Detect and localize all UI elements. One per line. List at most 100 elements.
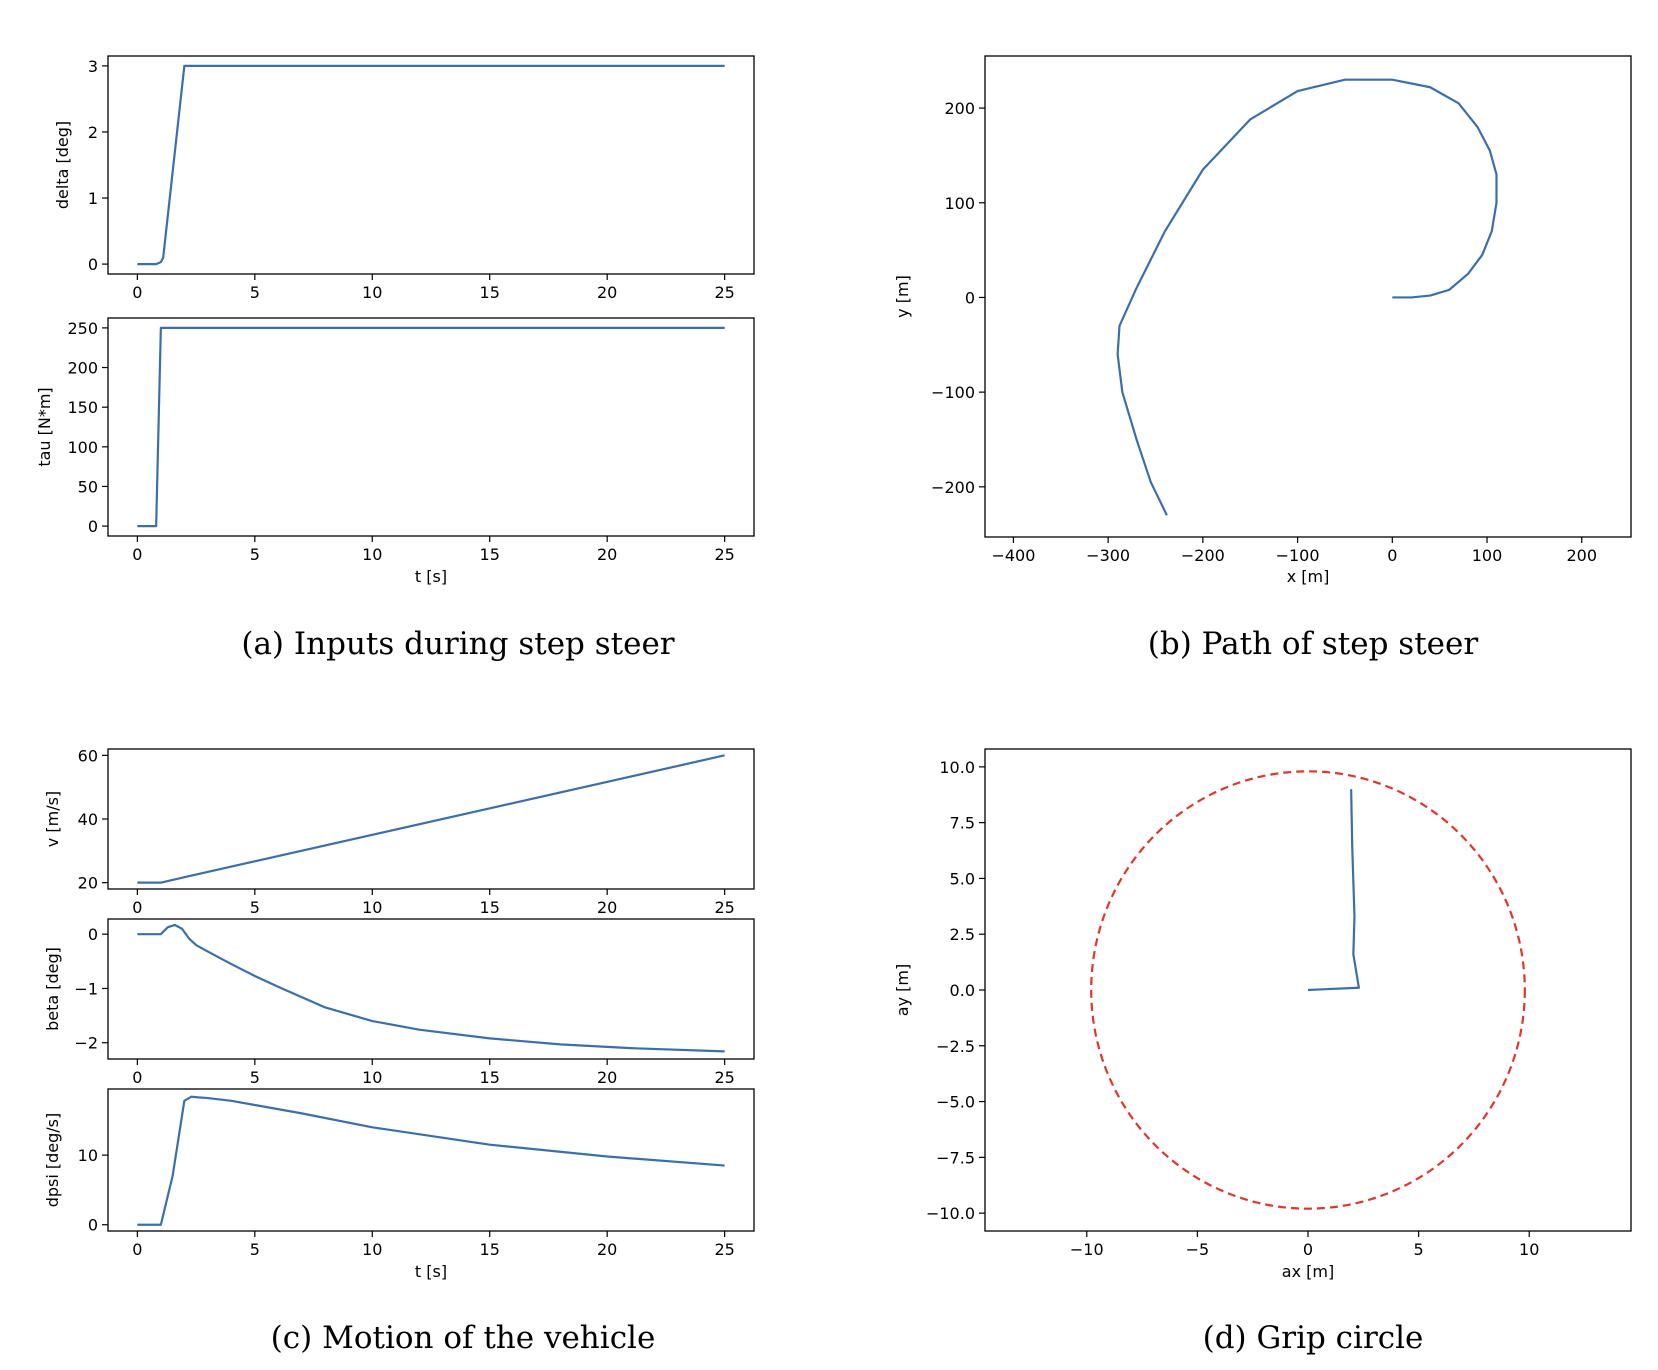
beta-series-line (137, 923, 725, 1053)
y-tick-label: −10.0 (926, 1204, 975, 1223)
x-tick-label: 25 (714, 1240, 734, 1259)
x-tick-label: 200 (1566, 546, 1597, 565)
y-tick-label: 40 (78, 810, 98, 829)
y-tick-label: 10 (78, 1146, 98, 1165)
x-tick-label: 10 (362, 545, 382, 564)
x-tick-label: 10 (362, 1068, 382, 1087)
x-tick-label: 5 (250, 1068, 260, 1087)
delta-subplot: 0 5 10 15 20 25 0 1 2 3 delta [deg] (53, 55, 755, 302)
delta-series-line (137, 64, 725, 266)
x-tick-label: 10 (362, 283, 382, 302)
x-tick-label: 100 (1472, 546, 1503, 565)
x-tick-label: −300 (1086, 546, 1130, 565)
y-tick-label: −100 (931, 383, 975, 402)
x-tick-label: 15 (480, 898, 500, 917)
v-series-line (137, 754, 725, 884)
beta-subplot: 0 5 10 15 20 25 −2 −1 0 beta [deg] (43, 918, 755, 1087)
y-tick-label: −2 (74, 1034, 98, 1053)
y-tick-label: −2.5 (936, 1037, 975, 1056)
x-tick-label: 5 (250, 545, 260, 564)
y-tick-label: 7.5 (950, 814, 975, 833)
velocity-subplot: 0 5 10 15 20 25 20 40 60 v [m/s] (43, 746, 755, 917)
y-tick-label: 5.0 (950, 869, 975, 888)
y-tick-label: 2 (88, 123, 98, 142)
x-tick-label: 25 (714, 283, 734, 302)
x-tick-label: −100 (1276, 546, 1320, 565)
x-tick-label: 20 (597, 545, 617, 564)
dpsi-y-axis-label: dpsi [deg/s] (43, 1113, 62, 1208)
x-tick-label: 5 (250, 283, 260, 302)
x-tick-label: 0 (132, 283, 142, 302)
y-tick-label: 100 (944, 194, 975, 213)
x-tick-label: 5 (250, 898, 260, 917)
x-tick-label: 0 (132, 898, 142, 917)
y-tick-label: −1 (74, 979, 98, 998)
x-tick-label: 20 (597, 283, 617, 302)
y-tick-label: 60 (78, 746, 98, 765)
x-tick-label: 0 (1387, 546, 1397, 565)
path-series-line (1116, 78, 1498, 516)
y-tick-label: 10.0 (939, 758, 975, 777)
y-tick-label: 0 (88, 255, 98, 274)
caption-d: (d) Grip circle (1203, 1320, 1424, 1356)
x-tick-label: −5 (1186, 1240, 1210, 1259)
beta-axes-frame (107, 918, 755, 1060)
y-tick-label: −200 (931, 478, 975, 497)
y-tick-label: 1 (88, 189, 98, 208)
x-tick-label: 10 (362, 1240, 382, 1259)
grip-y-axis-label: ay [m] (893, 964, 912, 1016)
x-tick-label: 25 (714, 545, 734, 564)
y-tick-label: 20 (78, 874, 98, 893)
tau-axes-frame (107, 317, 755, 537)
x-tick-label: 20 (597, 1240, 617, 1259)
path-subplot: −400 −300 −200 −100 0 100 200 −200 −100 0 100 200 x … (893, 55, 1632, 586)
y-tick-label: 100 (67, 438, 98, 457)
x-tick-label: 5 (1414, 1240, 1424, 1259)
y-tick-label: 3 (88, 57, 98, 76)
y-tick-label: 0 (88, 517, 98, 536)
x-tick-label: 0 (132, 545, 142, 564)
dpsi-series-line (137, 1095, 725, 1226)
y-tick-label: 0 (88, 1216, 98, 1235)
x-tick-label: 10 (1519, 1240, 1539, 1259)
grip-circle-subplot: −10 −5 0 5 10 10.0 7.5 5.0 2.5 0.0 −2.5 −5.0 −7.5 −10… (893, 748, 1632, 1281)
path-y-axis-label: y [m] (893, 275, 912, 318)
y-tick-label: −5.0 (936, 1093, 975, 1112)
y-tick-label: 200 (944, 99, 975, 118)
y-tick-label: 150 (67, 398, 98, 417)
y-tick-label: 0 (88, 925, 98, 944)
x-tick-label: 15 (480, 1068, 500, 1087)
caption-c: (c) Motion of the vehicle (271, 1320, 656, 1356)
x-tick-label: −200 (1181, 546, 1225, 565)
x-tick-label: 10 (362, 898, 382, 917)
x-tick-label: 25 (714, 898, 734, 917)
delta-y-axis-label: delta [deg] (53, 121, 72, 209)
path-axes-frame (984, 55, 1632, 538)
v-y-axis-label: v [m/s] (43, 791, 62, 847)
tau-x-axis-label: t [s] (415, 567, 447, 586)
y-tick-label: 0.0 (950, 981, 975, 1000)
x-tick-label: −400 (991, 546, 1035, 565)
path-x-axis-label: x [m] (1287, 567, 1330, 586)
x-tick-label: 0 (1303, 1240, 1313, 1259)
x-tick-label: 0 (132, 1240, 142, 1259)
x-tick-label: 25 (714, 1068, 734, 1087)
y-tick-label: 0 (965, 288, 975, 307)
x-tick-label: 20 (597, 898, 617, 917)
grip-limit-circle (1090, 770, 1526, 1210)
y-tick-label: 2.5 (950, 925, 975, 944)
grip-series-line (1307, 789, 1360, 992)
x-tick-label: −10 (1070, 1240, 1104, 1259)
x-tick-label: 15 (480, 283, 500, 302)
tau-series-line (137, 326, 725, 528)
dpsi-x-axis-label: t [s] (415, 1262, 447, 1281)
grip-x-axis-label: ax [m] (1282, 1262, 1334, 1281)
x-tick-label: 15 (480, 1240, 500, 1259)
caption-b: (b) Path of step steer (1148, 626, 1479, 662)
delta-axes-frame (107, 55, 755, 275)
y-tick-label: 250 (67, 319, 98, 338)
x-tick-label: 20 (597, 1068, 617, 1087)
caption-a: (a) Inputs during step steer (241, 626, 674, 662)
dpsi-axes-frame (107, 1088, 755, 1232)
